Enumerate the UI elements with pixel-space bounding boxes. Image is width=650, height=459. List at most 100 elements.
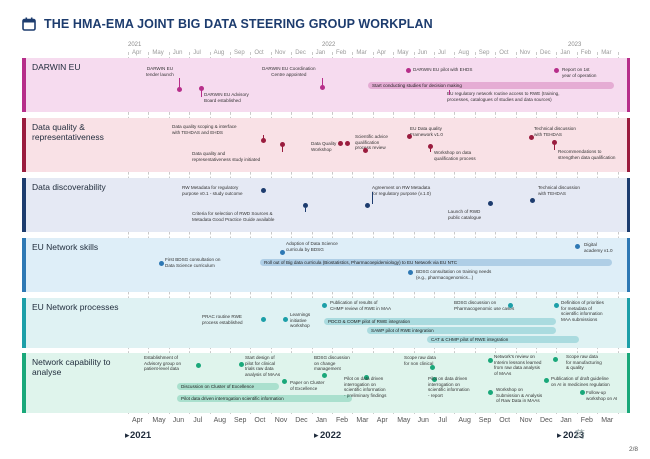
bar-sawp: SAWP pilot of RWE integration [367,327,556,334]
milestone-dot [303,203,308,208]
event-darwin-tender: DARWIN EU tender launch [146,66,174,77]
event-dq-sa-review: Scientific advice qualification process … [355,134,388,151]
milestone-dot [554,68,559,73]
year-2023-top: 2023 [568,42,582,48]
month-gridline [332,52,333,414]
event-cap-pilot-prelim: Pilot on data driven interrogation on sc… [344,376,387,398]
month-label-bottom: Mar [356,417,369,424]
month-label-top: Dec [540,50,551,56]
month-label-bottom: Oct [499,417,511,424]
row-data-discoverability: Data discoverability RW Metadata for reg… [22,178,630,232]
month-label-top: Jan [315,50,326,56]
bar-pdco-comp: PDCO & COMP pilot of RWE integration [324,318,556,325]
row-background [22,58,630,112]
month-gridline [291,52,293,414]
event-skills-adoption: Adoption of Data Science curricula by BD… [286,241,338,252]
month-label-top: Aug [213,50,225,56]
milestone-dot [530,198,535,203]
event-disc-catalogue: Launch of RWD public catalogue [448,209,482,220]
event-disc-criteria: Criteria for selection of RWD Sources & … [192,211,275,222]
month-label-bottom: Apr [132,417,143,424]
year-arrow-icon: ▸ [314,430,319,440]
event-skills-needs: BDSG consultation on training needs (e.g… [416,269,492,280]
milestone-dot [408,270,413,275]
month-gridline [495,52,497,414]
year-2023-bottom: 2023 [563,430,585,441]
month-gridline [230,52,231,414]
month-gridline [474,52,476,414]
row-end-bar [627,353,630,413]
row-label-text: Data discoverability [32,182,106,192]
event-darwin-ehds: DARWIN EU pilot with EHDS [413,67,473,72]
month-label-bottom: Jan [560,417,572,424]
event-proc-chmp: Publication of results of CHMP review of… [330,300,392,311]
milestone-dot [159,261,164,266]
year-arrow-icon: ▸ [557,430,562,440]
month-label-bottom: Jul [193,417,203,424]
milestone-dot [338,141,343,146]
month-label-bottom: Jun [172,417,185,424]
year-2022-bottom: 2022 [320,430,342,441]
year-arrow-icon: ▸ [125,430,130,440]
milestone-dot [407,134,412,139]
event-dq-qual-workshop: Workshop on data qualification process [434,150,476,161]
milestone-dot [280,142,285,147]
milestone-dot [365,203,370,208]
event-cap-paper: Paper on Cluster of Excellence [290,380,325,391]
month-gridline [536,52,537,414]
year-2022-top: 2022 [322,42,336,48]
month-label-bottom: Mar [601,417,614,424]
month-gridline [168,52,170,414]
month-gridline [434,52,435,414]
milestone-dot [529,135,534,140]
event-dq-workshop: Data Quality Workshop [311,141,337,152]
month-label-top: Jul [193,50,201,56]
page-number: 2/8 [628,446,638,453]
month-label-top: Dec [295,50,306,56]
event-proc-prac: PRAC routine RWE process established [202,314,243,325]
month-label-top: Apr [376,50,387,56]
month-gridline [413,52,415,414]
row-accent [22,178,26,232]
milestone-dot [282,379,287,384]
page-title: THE HMA-EMA JOINT BIG DATA STEERING GROU… [44,17,433,31]
event-cap-ai-workshop: Follow-up workshop on AI [586,390,618,401]
month-label-top: Nov [519,50,531,56]
month-gridline [372,52,374,414]
row-background [22,178,630,232]
row-end-bar [627,238,630,292]
month-label-bottom: Nov [519,417,533,424]
month-label-top: Mar [356,50,367,56]
milestone-dot [554,303,559,308]
event-cap-pilot-report: Pilot on data driven interrogation on sc… [428,376,470,398]
row-accent [22,238,26,292]
event-cap-network-review: Network's review on Interim lessons lear… [494,354,542,376]
row-accent [22,298,26,348]
row-background [22,118,630,172]
row-accent [22,118,26,172]
milestone-dot [261,188,266,193]
month-label-top: Aug [458,50,470,56]
milestone-dot [544,378,549,383]
milestone-dot [406,68,411,73]
month-gridline [189,52,191,414]
event-cap-pilot-design: Start design of pilot for clinical trial… [245,355,281,377]
row-label-text: Network capability to analyse [32,357,111,378]
month-label-top: Apr [132,50,142,56]
row-darwin-eu: DARWIN EU DARWIN EU tender launch DARWIN… [22,58,630,112]
month-gridline [393,52,395,414]
milestone-dot [364,375,369,380]
month-gridline [597,52,599,414]
month-label-top: May [397,50,409,56]
month-label-bottom: Apr [376,417,388,424]
row-label: EU Network skills [22,238,125,292]
month-gridline [270,52,272,414]
milestone-dot [488,358,493,363]
event-proc-learnings: Learnings initiative workshop [290,312,311,329]
event-dq-scoping: Data quality scoping & interface with TE… [172,124,237,135]
event-darwin-report: Report on 1st year of operation [562,67,597,78]
event-cap-advisory: Establishment of Advisory group on patie… [144,355,182,372]
milestone-dot [553,357,558,362]
milestone-dot [196,363,201,368]
row-end-bar [627,58,630,112]
